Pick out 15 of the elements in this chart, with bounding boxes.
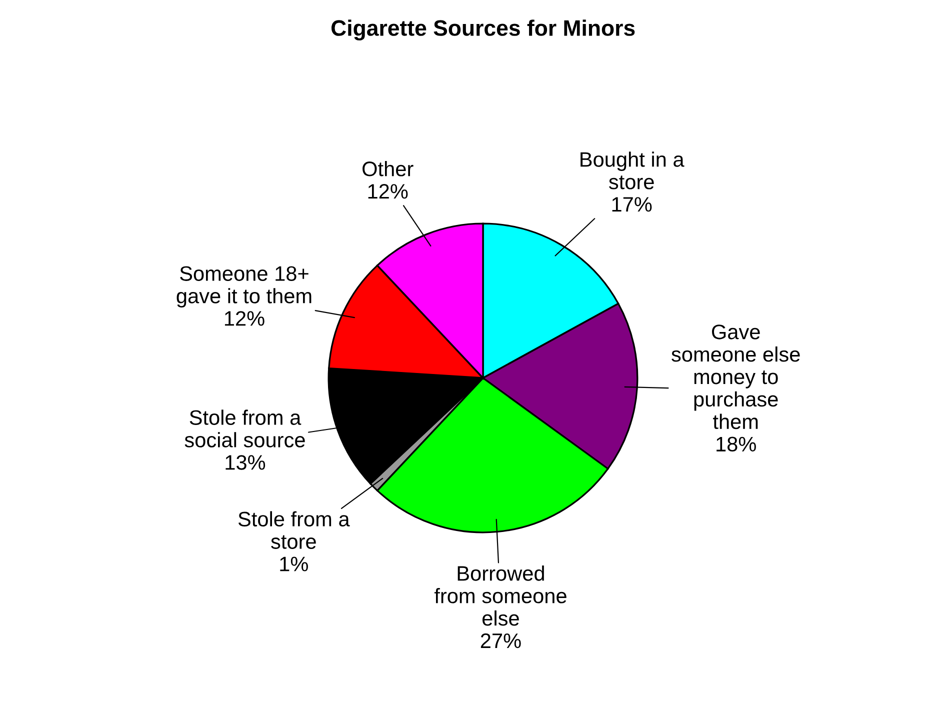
slice-label: Stole from a social source bbox=[184, 410, 305, 448]
slice-label: Someone 18+ gave it to them bbox=[176, 266, 312, 308]
slice-label: Stole from a store bbox=[238, 511, 350, 549]
slice-label: Bought in a store bbox=[580, 152, 684, 190]
data-label: 12% bbox=[368, 184, 408, 199]
data-label: 17% bbox=[612, 197, 652, 212]
slice-label: Borrowed from someone else bbox=[434, 566, 566, 626]
slice-label: Other bbox=[362, 161, 414, 176]
data-label: 27% bbox=[480, 633, 521, 648]
data-label: 13% bbox=[226, 455, 266, 470]
chart-title: Cigarette Sources for Minors bbox=[332, 20, 635, 40]
slice-label: Gave someone else money to purchase them bbox=[672, 324, 800, 430]
data-label: 12% bbox=[224, 311, 264, 326]
data-label: 18% bbox=[716, 436, 756, 452]
data-label: 1% bbox=[280, 556, 308, 572]
